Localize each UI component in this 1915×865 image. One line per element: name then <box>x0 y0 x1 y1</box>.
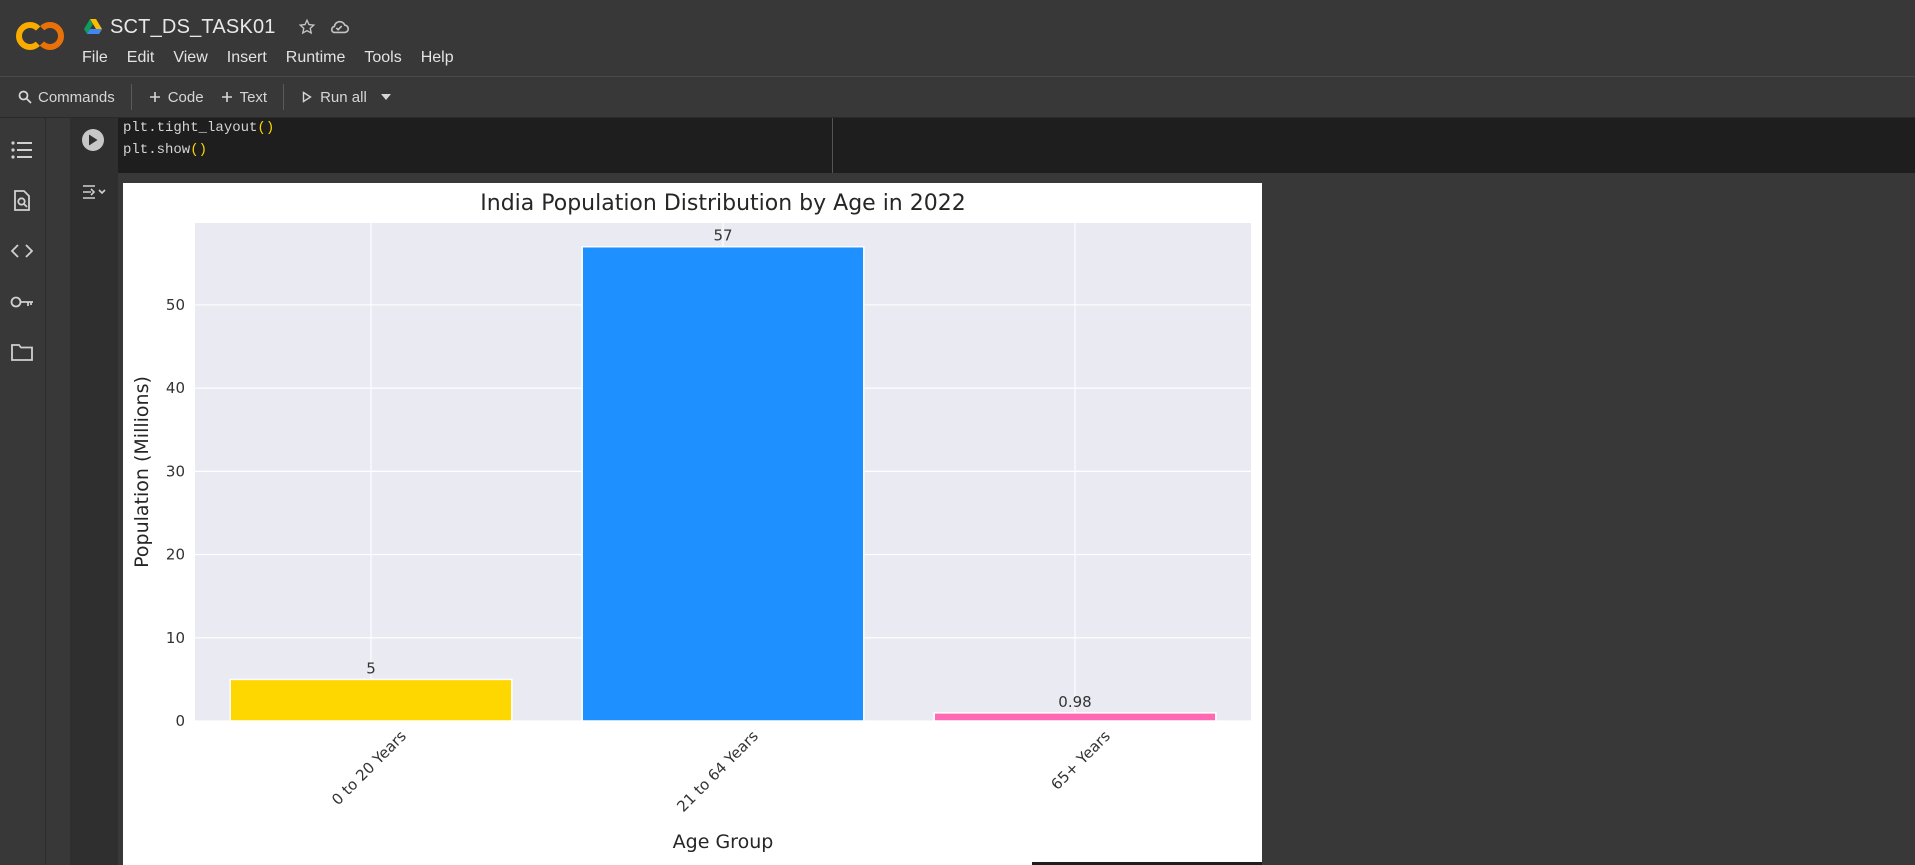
cloud-saved-icon[interactable] <box>328 16 350 38</box>
google-drive-icon <box>84 19 102 34</box>
bar-data-label: 5 <box>366 659 376 677</box>
toolbar: Commands Code Text Run all <box>0 77 1915 118</box>
files-folder-icon[interactable] <box>10 340 34 364</box>
find-replace-icon[interactable] <box>10 189 34 213</box>
y-tick-label: 30 <box>166 462 185 480</box>
x-tick-label: 0 to 20 Years <box>328 727 410 809</box>
chart-title: India Population Distribution by Age in … <box>480 191 965 216</box>
y-tick-label: 40 <box>166 379 185 397</box>
y-tick-label: 50 <box>166 296 185 314</box>
add-text-label: Text <box>239 88 268 106</box>
menu-file[interactable]: File <box>82 49 108 66</box>
run-all-dropdown[interactable] <box>375 83 397 111</box>
plus-icon <box>148 90 162 104</box>
bar <box>229 678 513 722</box>
output-scroll-strip <box>1032 862 1262 865</box>
code-cell-editor[interactable]: plt.tight_layout() plt.show() <box>118 118 833 173</box>
code-paren: () <box>190 142 208 158</box>
y-tick-label: 10 <box>166 629 185 647</box>
menu-view[interactable]: View <box>173 49 208 66</box>
code-function: plt.show <box>123 142 191 158</box>
add-code-label: Code <box>167 88 204 106</box>
x-tick-label: 65+ Years <box>1047 727 1114 794</box>
code-cell-margin <box>833 118 1915 173</box>
code-function: plt.tight_layout <box>123 120 258 136</box>
menu-edit[interactable]: Edit <box>126 49 155 66</box>
commands-label: Commands <box>38 88 115 106</box>
menubar: File Edit View Insert Runtime Tools Help <box>82 49 473 67</box>
colab-logo-icon[interactable] <box>14 18 66 54</box>
secrets-key-icon[interactable] <box>10 290 34 314</box>
cell-output-figure: 5 57 0.98 0 10 20 30 40 50 0 to 20 Years 21 to 64 … <box>123 183 1262 865</box>
code-snippets-icon[interactable] <box>10 239 34 263</box>
bar-data-label: 57 <box>713 227 732 245</box>
play-icon <box>300 90 314 104</box>
menu-runtime[interactable]: Runtime <box>285 49 346 66</box>
menu-tools[interactable]: Tools <box>364 49 402 66</box>
x-tick-label: 21 to 64 Years <box>673 727 762 816</box>
title-row: SCT_DS_TASK01 <box>84 14 350 40</box>
y-tick-label: 0 <box>175 712 185 730</box>
commands-button[interactable]: Commands <box>10 83 123 111</box>
x-axis-label: Age Group <box>673 831 774 853</box>
bar-data-label: 0.98 <box>1058 693 1091 711</box>
star-icon[interactable] <box>296 16 318 38</box>
bar <box>933 712 1217 722</box>
search-icon <box>18 90 32 104</box>
table-of-contents-icon[interactable] <box>10 138 34 162</box>
output-actions-icon[interactable] <box>82 182 108 202</box>
toolbar-divider <box>130 84 132 110</box>
run-all-label: Run all <box>320 88 367 106</box>
run-all-button[interactable]: Run all <box>292 83 375 111</box>
menu-insert[interactable]: Insert <box>226 49 267 66</box>
run-cell-button[interactable] <box>82 129 104 151</box>
code-paren: () <box>257 120 275 136</box>
add-code-button[interactable]: Code <box>140 83 212 111</box>
play-icon <box>89 134 98 146</box>
plus-icon <box>220 90 234 104</box>
y-tick-label: 20 <box>166 546 185 564</box>
code-line: plt.tight_layout() <box>123 120 274 136</box>
add-text-button[interactable]: Text <box>212 83 276 111</box>
bar <box>581 245 865 722</box>
y-axis-label: Population (Millions) <box>131 376 153 568</box>
left-rail <box>0 118 46 865</box>
menu-help[interactable]: Help <box>420 49 454 66</box>
toolbar-divider <box>283 84 285 110</box>
caret-down-icon <box>379 90 393 104</box>
cell-gutter <box>70 118 118 865</box>
code-line: plt.show() <box>123 142 207 158</box>
document-title[interactable]: SCT_DS_TASK01 <box>110 15 276 38</box>
bar-chart: 5 57 0.98 0 10 20 30 40 50 0 to 20 Years 21 to 64 … <box>131 191 1251 853</box>
header-bar: SCT_DS_TASK01 File Edit View Insert Runt… <box>0 0 1915 77</box>
